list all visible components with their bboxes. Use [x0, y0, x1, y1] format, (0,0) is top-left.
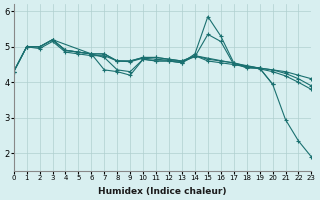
X-axis label: Humidex (Indice chaleur): Humidex (Indice chaleur) — [98, 187, 227, 196]
